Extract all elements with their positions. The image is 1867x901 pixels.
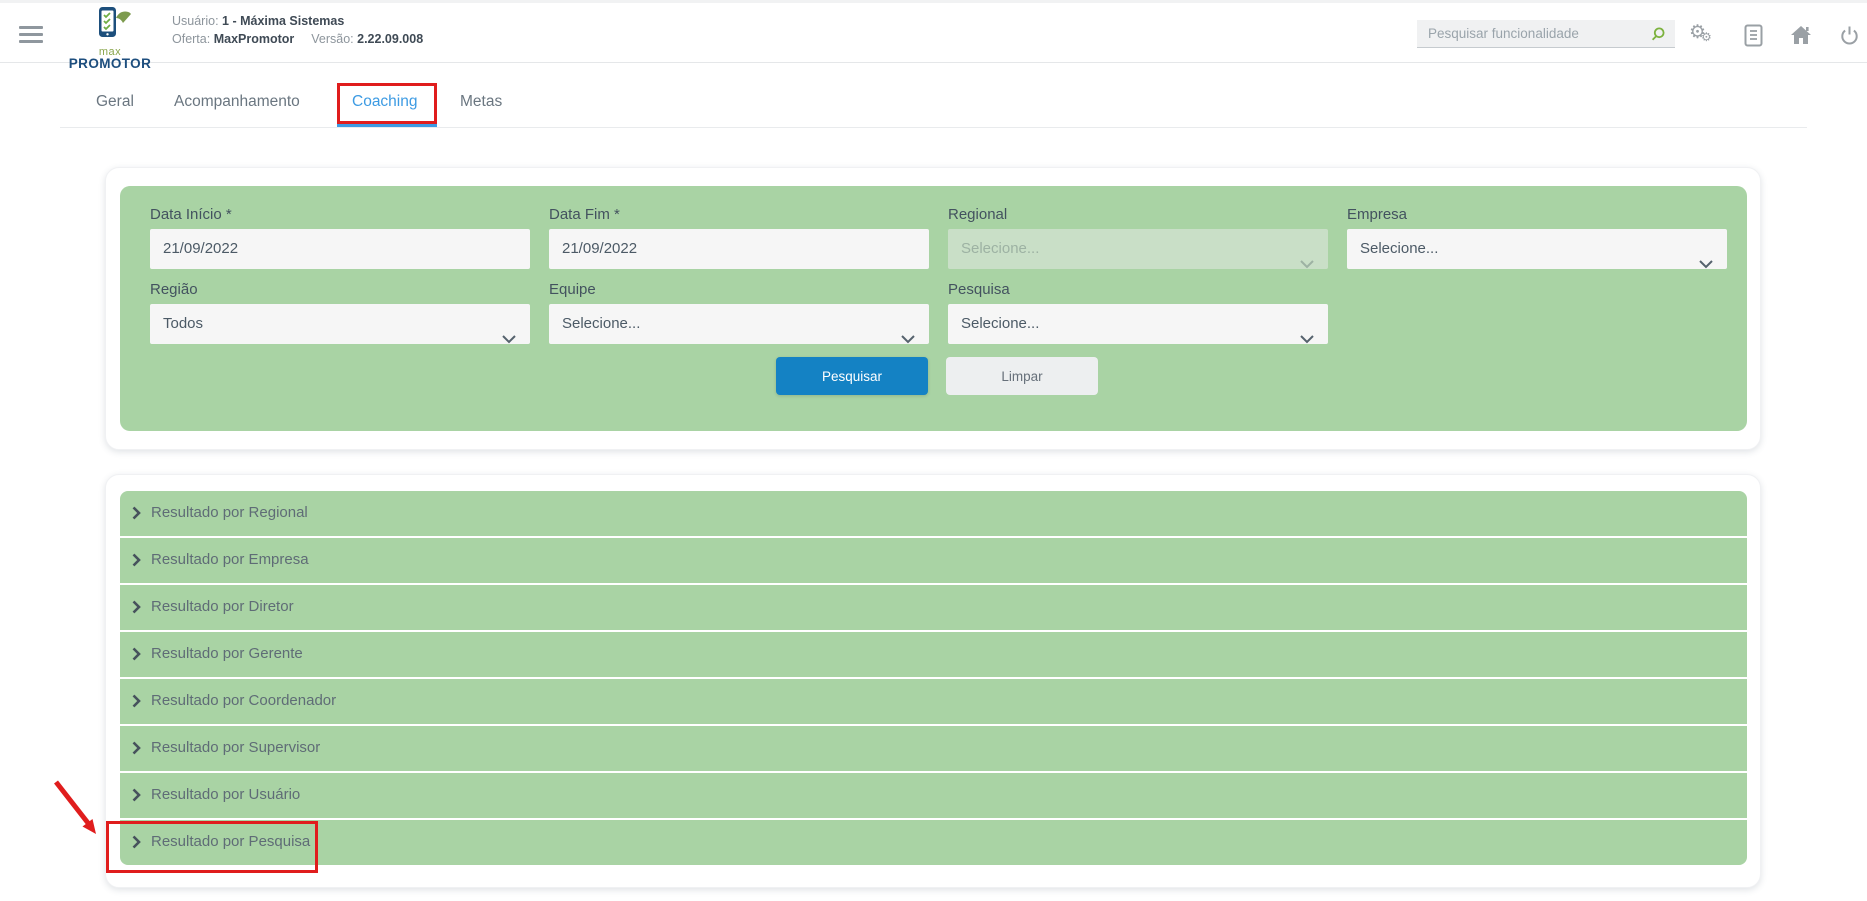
logo-text-promotor: PROMOTOR bbox=[68, 56, 152, 71]
search-input[interactable] bbox=[1417, 20, 1639, 47]
offer-value: MaxPromotor bbox=[213, 31, 295, 46]
search-icon[interactable] bbox=[1650, 26, 1666, 47]
chevron-down-icon bbox=[1300, 320, 1314, 360]
tab-acompanhamento[interactable]: Acompanhamento bbox=[174, 93, 300, 110]
tab-coaching[interactable]: Coaching bbox=[352, 93, 418, 110]
accordion-row-diretor[interactable]: Resultado por Diretor bbox=[120, 585, 1747, 630]
pesquisa-label: Pesquisa bbox=[948, 281, 1010, 298]
data-fim-input[interactable] bbox=[549, 229, 929, 269]
functionality-search bbox=[1417, 20, 1675, 48]
empresa-select-value: Selecione... bbox=[1360, 240, 1439, 257]
regional-select-value: Selecione... bbox=[961, 240, 1040, 257]
accordion-row-usuario[interactable]: Resultado por Usuário bbox=[120, 773, 1747, 818]
offer-label: Oferta: bbox=[172, 31, 211, 46]
regiao-select-value: Todos bbox=[163, 315, 204, 332]
chevron-right-icon bbox=[132, 788, 141, 807]
empresa-label: Empresa bbox=[1347, 206, 1408, 223]
version-value: 2.22.09.008 bbox=[357, 31, 424, 46]
top-header-bar: max PROMOTOR Usuário: 1 - Máxima Sistema… bbox=[0, 0, 1867, 71]
accordion-row-gerente[interactable]: Resultado por Gerente bbox=[120, 632, 1747, 677]
pesquisa-select[interactable]: Selecione... bbox=[948, 304, 1328, 344]
session-info: Usuário: 1 - Máxima Sistemas Oferta: Max… bbox=[172, 13, 423, 48]
home-icon[interactable] bbox=[1788, 22, 1814, 48]
settings-gears-icon[interactable]: ⚙ ⚙ bbox=[1689, 22, 1712, 44]
equipe-select[interactable]: Selecione... bbox=[549, 304, 929, 344]
chevron-down-icon bbox=[901, 320, 915, 360]
logo-text-max: max bbox=[98, 46, 122, 58]
power-icon[interactable] bbox=[1836, 22, 1862, 48]
regiao-label: Região bbox=[150, 281, 198, 298]
chevron-right-icon bbox=[132, 835, 141, 854]
equipe-select-value: Selecione... bbox=[562, 315, 641, 332]
version-label: Versão: bbox=[311, 31, 354, 46]
data-inicio-input[interactable] bbox=[150, 229, 530, 269]
data-inicio-label: Data Início * bbox=[150, 206, 232, 223]
accordion-row-pesquisa[interactable]: Resultado por Pesquisa bbox=[120, 820, 1747, 865]
user-label: Usuário: bbox=[172, 14, 219, 28]
chevron-right-icon bbox=[132, 741, 141, 760]
active-tab-underline bbox=[337, 124, 437, 127]
chevron-right-icon bbox=[132, 694, 141, 713]
results-card: Resultado por Regional Resultado por Emp… bbox=[105, 474, 1761, 888]
chevron-down-icon bbox=[1699, 245, 1713, 285]
equipe-label: Equipe bbox=[549, 281, 596, 298]
empresa-select[interactable]: Selecione... bbox=[1347, 229, 1727, 269]
accordion-row-supervisor[interactable]: Resultado por Supervisor bbox=[120, 726, 1747, 771]
results-accordion: Resultado por Regional Resultado por Emp… bbox=[120, 491, 1747, 865]
report-icon[interactable] bbox=[1740, 22, 1766, 48]
chevron-right-icon bbox=[132, 506, 141, 525]
chevron-right-icon bbox=[132, 553, 141, 572]
app-logo[interactable]: max PROMOTOR bbox=[58, 6, 162, 71]
pesquisa-select-value: Selecione... bbox=[961, 315, 1040, 332]
pesquisar-button[interactable]: Pesquisar bbox=[776, 357, 928, 395]
regional-label: Regional bbox=[948, 206, 1008, 223]
tab-metas[interactable]: Metas bbox=[460, 93, 503, 110]
menu-icon[interactable] bbox=[19, 26, 43, 44]
chevron-right-icon bbox=[132, 647, 141, 666]
chevron-down-icon bbox=[1300, 245, 1314, 285]
limpar-button[interactable]: Limpar bbox=[946, 357, 1098, 395]
user-value: 1 - Máxima Sistemas bbox=[222, 14, 345, 28]
data-fim-label: Data Fim * bbox=[549, 206, 620, 223]
accordion-row-coordenador[interactable]: Resultado por Coordenador bbox=[120, 679, 1747, 724]
chevron-right-icon bbox=[132, 600, 141, 619]
accordion-row-regional[interactable]: Resultado por Regional bbox=[120, 491, 1747, 536]
accordion-row-empresa[interactable]: Resultado por Empresa bbox=[120, 538, 1747, 583]
tab-geral[interactable]: Geral bbox=[96, 93, 134, 110]
regional-select: Selecione... bbox=[948, 229, 1328, 269]
regiao-select[interactable]: Todos bbox=[150, 304, 530, 344]
phone-logo-icon bbox=[99, 7, 131, 37]
tabs-divider bbox=[60, 127, 1807, 128]
chevron-down-icon bbox=[502, 320, 516, 360]
